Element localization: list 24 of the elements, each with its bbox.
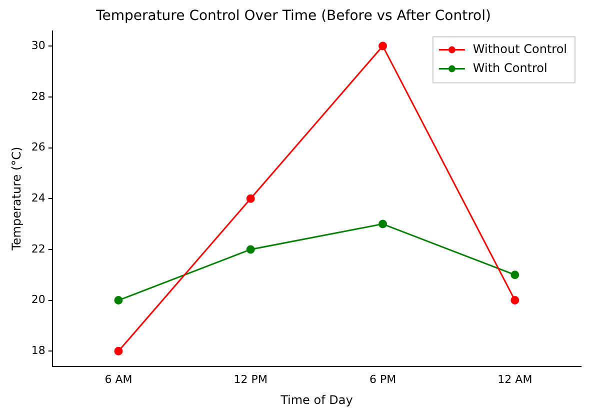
y-tick-label: 24 [31, 191, 46, 204]
y-tick-label: 22 [31, 242, 46, 256]
y-axis-title: Temperature (°C) [9, 146, 24, 252]
x-tick-label: 6 AM [104, 372, 132, 386]
point [510, 270, 520, 280]
x-tick-label: 12 PM [234, 372, 268, 386]
y-tick-label: 26 [31, 140, 46, 154]
point [114, 346, 123, 356]
y-tick-label: 18 [31, 344, 46, 358]
chart-title: Temperature Control Over Time (Before vs After Control) [95, 8, 491, 24]
point [246, 194, 255, 203]
point [510, 296, 520, 305]
point [378, 42, 388, 50]
y-tick-label: 20 [31, 293, 46, 306]
legend-label: Without Control [472, 42, 568, 56]
point [114, 296, 123, 305]
y-tick-label: 28 [31, 90, 46, 103]
legend-label: With Control [472, 60, 548, 75]
point [378, 220, 388, 228]
x-tick-label: 6 PM [369, 372, 396, 386]
x-axis-title: Time of Day [280, 392, 353, 407]
x-tick-label: 12 AM [498, 372, 532, 386]
y-tick-label: 30 [31, 38, 46, 52]
point [246, 245, 255, 254]
